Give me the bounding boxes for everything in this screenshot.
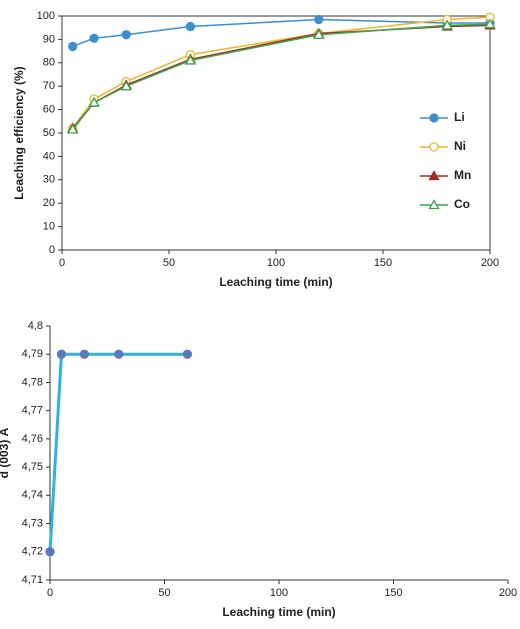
y-tick-label: 4,73 — [22, 517, 43, 529]
marker — [185, 21, 196, 32]
marker — [56, 349, 67, 359]
marker — [484, 18, 496, 29]
x-axis-label: Leaching time (min) — [219, 275, 332, 289]
y-tick-label: 4,76 — [22, 433, 43, 445]
marker — [314, 14, 324, 25]
x-tick-label: 50 — [158, 587, 170, 599]
x-tick-label: 0 — [59, 257, 65, 269]
marker — [313, 28, 325, 39]
marker — [114, 349, 124, 359]
legend-label: Co — [454, 197, 470, 211]
marker — [79, 349, 89, 359]
y-axis-label: Leaching efficiency (%) — [12, 66, 26, 199]
y-tick-label: 4,77 — [22, 405, 43, 417]
y-tick-label: 4,79 — [22, 348, 43, 360]
y-axis-label: d (003) Å — [0, 427, 11, 478]
y-tick-label: 4,74 — [22, 489, 43, 501]
marker — [441, 19, 453, 30]
legend-marker — [429, 113, 439, 123]
y-tick-label: 60 — [43, 104, 55, 116]
y-tick-label: 4,75 — [22, 461, 43, 473]
x-tick-label: 200 — [481, 257, 499, 269]
marker — [121, 30, 131, 40]
y-tick-label: 100 — [37, 10, 55, 22]
marker — [182, 349, 193, 359]
x-tick-label: 100 — [267, 257, 285, 269]
y-tick-label: 4,78 — [22, 376, 43, 388]
y-tick-label: 40 — [43, 150, 55, 162]
x-tick-label: 50 — [163, 257, 175, 269]
y-tick-label: 0 — [49, 244, 55, 256]
legend-marker — [428, 170, 440, 181]
y-tick-label: 20 — [43, 197, 55, 209]
legend-marker — [429, 142, 439, 152]
legend-marker — [428, 199, 440, 210]
y-tick-label: 80 — [43, 57, 55, 69]
marker — [45, 547, 55, 557]
x-tick-label: 200 — [499, 587, 517, 599]
marker — [89, 33, 99, 43]
y-tick-label: 10 — [43, 221, 55, 233]
y-tick-label: 4,71 — [22, 574, 43, 586]
marker — [88, 96, 100, 107]
x-axis-label: Leaching time (min) — [222, 605, 335, 619]
y-tick-label: 4,8 — [28, 320, 43, 332]
x-tick-label: 150 — [384, 587, 402, 599]
x-tick-label: 100 — [270, 587, 288, 599]
x-tick-label: 0 — [47, 587, 53, 599]
series-line — [72, 24, 491, 129]
y-tick-label: 50 — [43, 127, 55, 139]
y-tick-label: 70 — [43, 80, 55, 92]
marker — [68, 41, 78, 52]
y-tick-label: 4,72 — [22, 546, 43, 558]
marker — [67, 123, 79, 134]
x-tick-label: 150 — [374, 257, 392, 269]
y-tick-label: 90 — [43, 33, 55, 45]
marker — [120, 80, 132, 91]
plot-frame — [61, 15, 491, 251]
legend-label: Ni — [454, 139, 466, 153]
series-line — [48, 352, 188, 552]
marker — [184, 54, 197, 65]
legend-label: Mn — [454, 168, 471, 182]
legend-label: Li — [454, 110, 465, 124]
y-tick-label: 30 — [43, 174, 55, 186]
